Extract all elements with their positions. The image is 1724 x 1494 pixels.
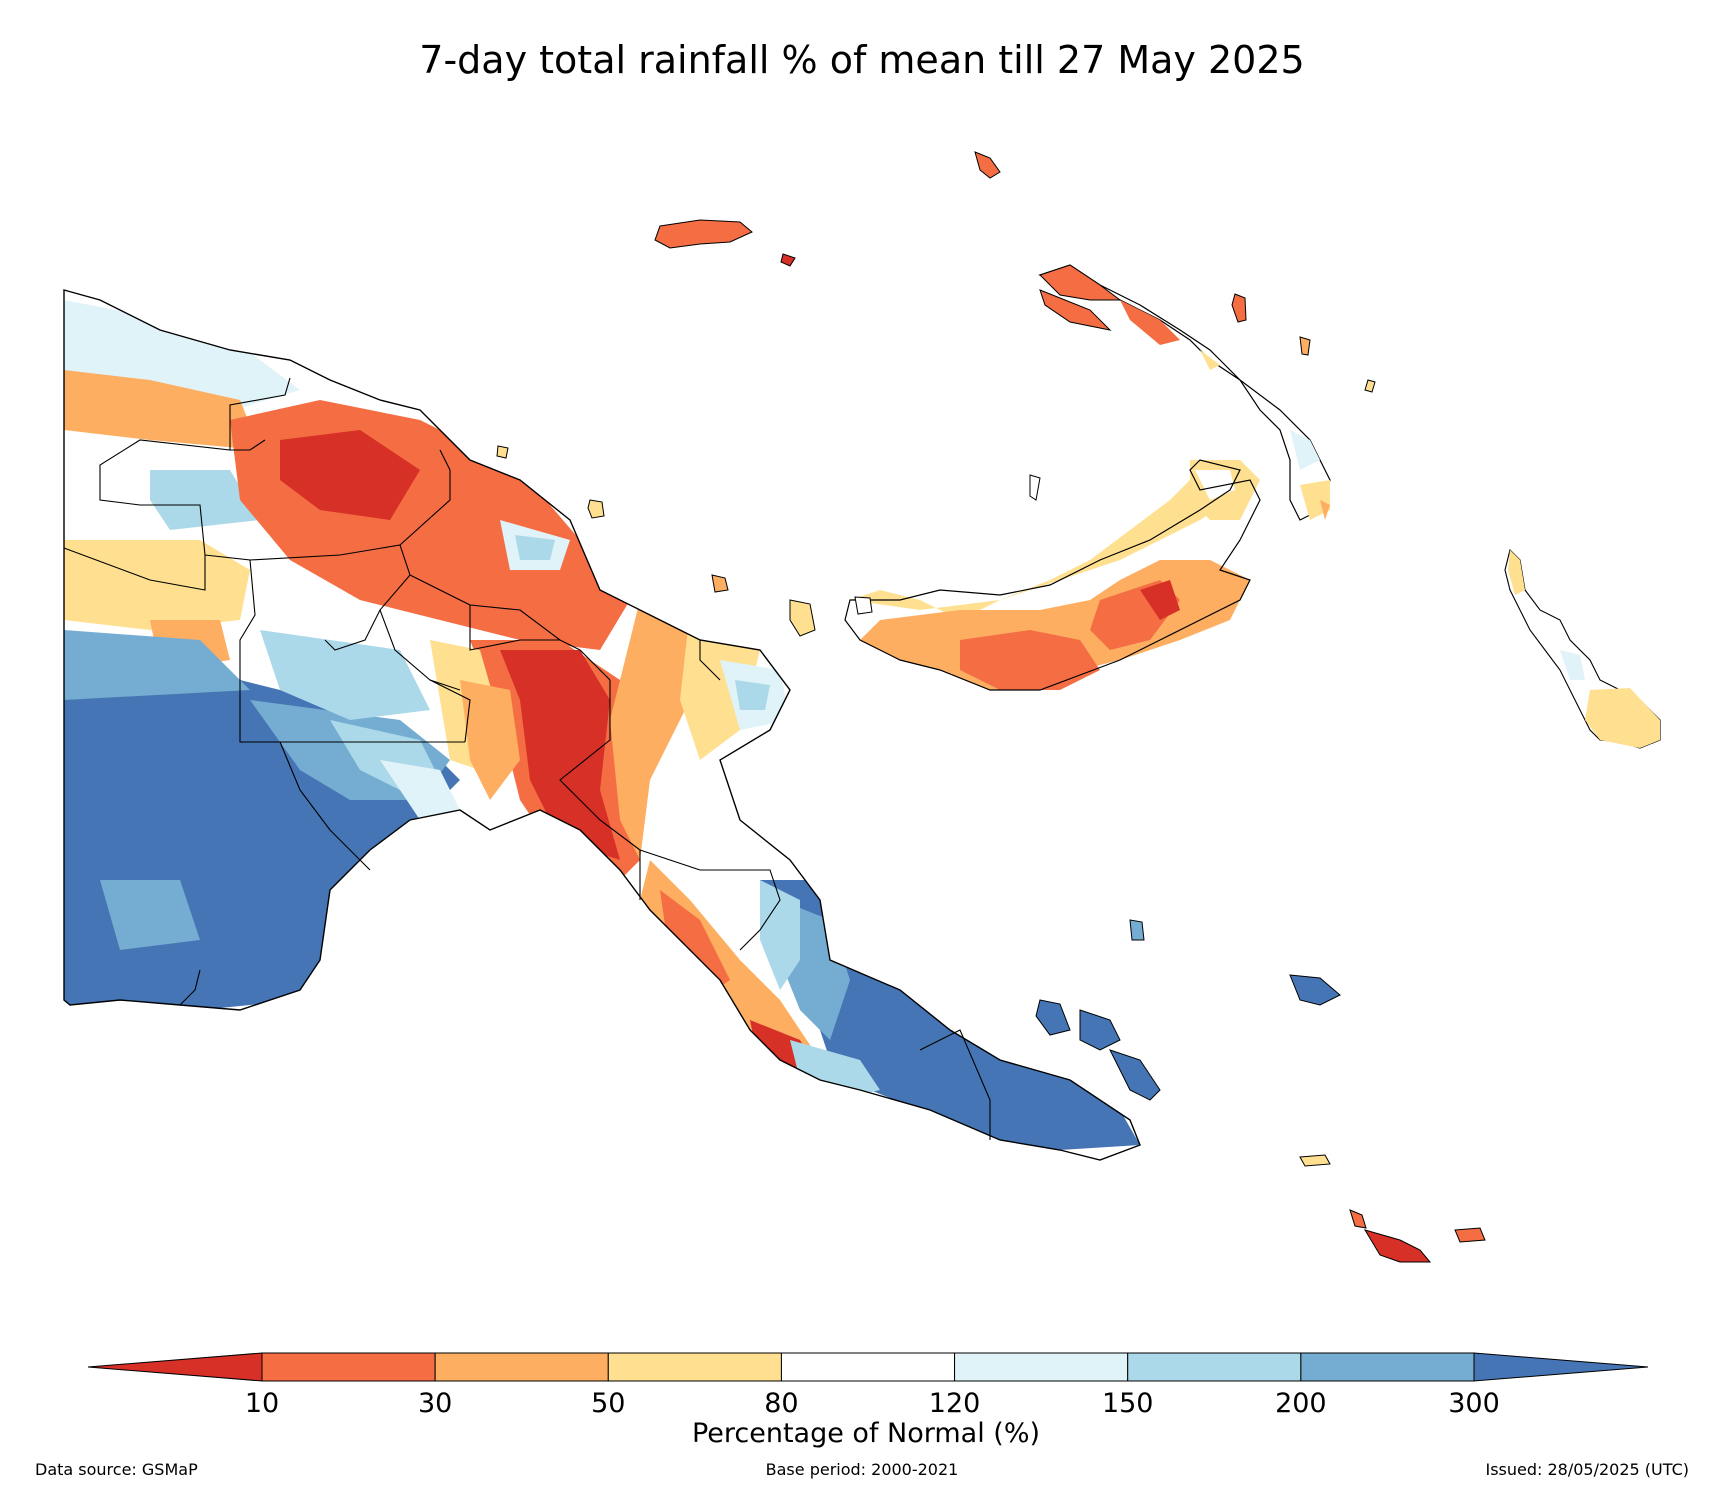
colorbar-segment — [1300, 1352, 1475, 1382]
mainland-coastline — [63, 289, 1141, 1161]
colorbar-segment — [261, 1352, 436, 1382]
colorbar-segment — [607, 1352, 782, 1382]
colorbar-segment — [1127, 1352, 1302, 1382]
northern-islands — [496, 151, 1376, 637]
milne-bay-islands — [1035, 919, 1486, 1263]
map-title: 7-day total rainfall % of mean till 27 M… — [419, 38, 1305, 82]
colorbar-tick-label: 30 — [418, 1388, 452, 1419]
colorbar-high-extension — [1473, 1352, 1649, 1382]
data-source-note: Data source: GSMaP — [35, 1460, 198, 1479]
issued-date-note: Issued: 28/05/2025 (UTC) — [1485, 1460, 1689, 1479]
colorbar-segment — [434, 1352, 609, 1382]
new-ireland-island — [1038, 264, 1331, 521]
colorbar-label: Percentage of Normal (%) — [692, 1418, 1040, 1449]
colorbar-ticks: 10 30 50 80 120 150 200 300 — [245, 1388, 1500, 1419]
base-period-note: Base period: 2000-2021 — [765, 1460, 959, 1479]
bougainville-island — [1504, 548, 1661, 749]
colorbar-segments — [261, 1352, 1475, 1382]
colorbar-tick-label: 120 — [929, 1388, 981, 1419]
colorbar-tick-label: 200 — [1275, 1388, 1327, 1419]
colorbar-tick-label: 150 — [1102, 1388, 1154, 1419]
colorbar-segment — [780, 1352, 956, 1382]
new-britain-island — [844, 459, 1261, 691]
colorbar-low-extension — [87, 1352, 263, 1382]
province-boundaries — [63, 377, 991, 1140]
colorbar-tick-label: 10 — [245, 1388, 279, 1419]
colorbar-segment — [954, 1352, 1129, 1382]
colorbar-tick-label: 80 — [764, 1388, 798, 1419]
colorbar-tick-label: 50 — [591, 1388, 625, 1419]
colorbar-tick-label: 300 — [1448, 1388, 1500, 1419]
